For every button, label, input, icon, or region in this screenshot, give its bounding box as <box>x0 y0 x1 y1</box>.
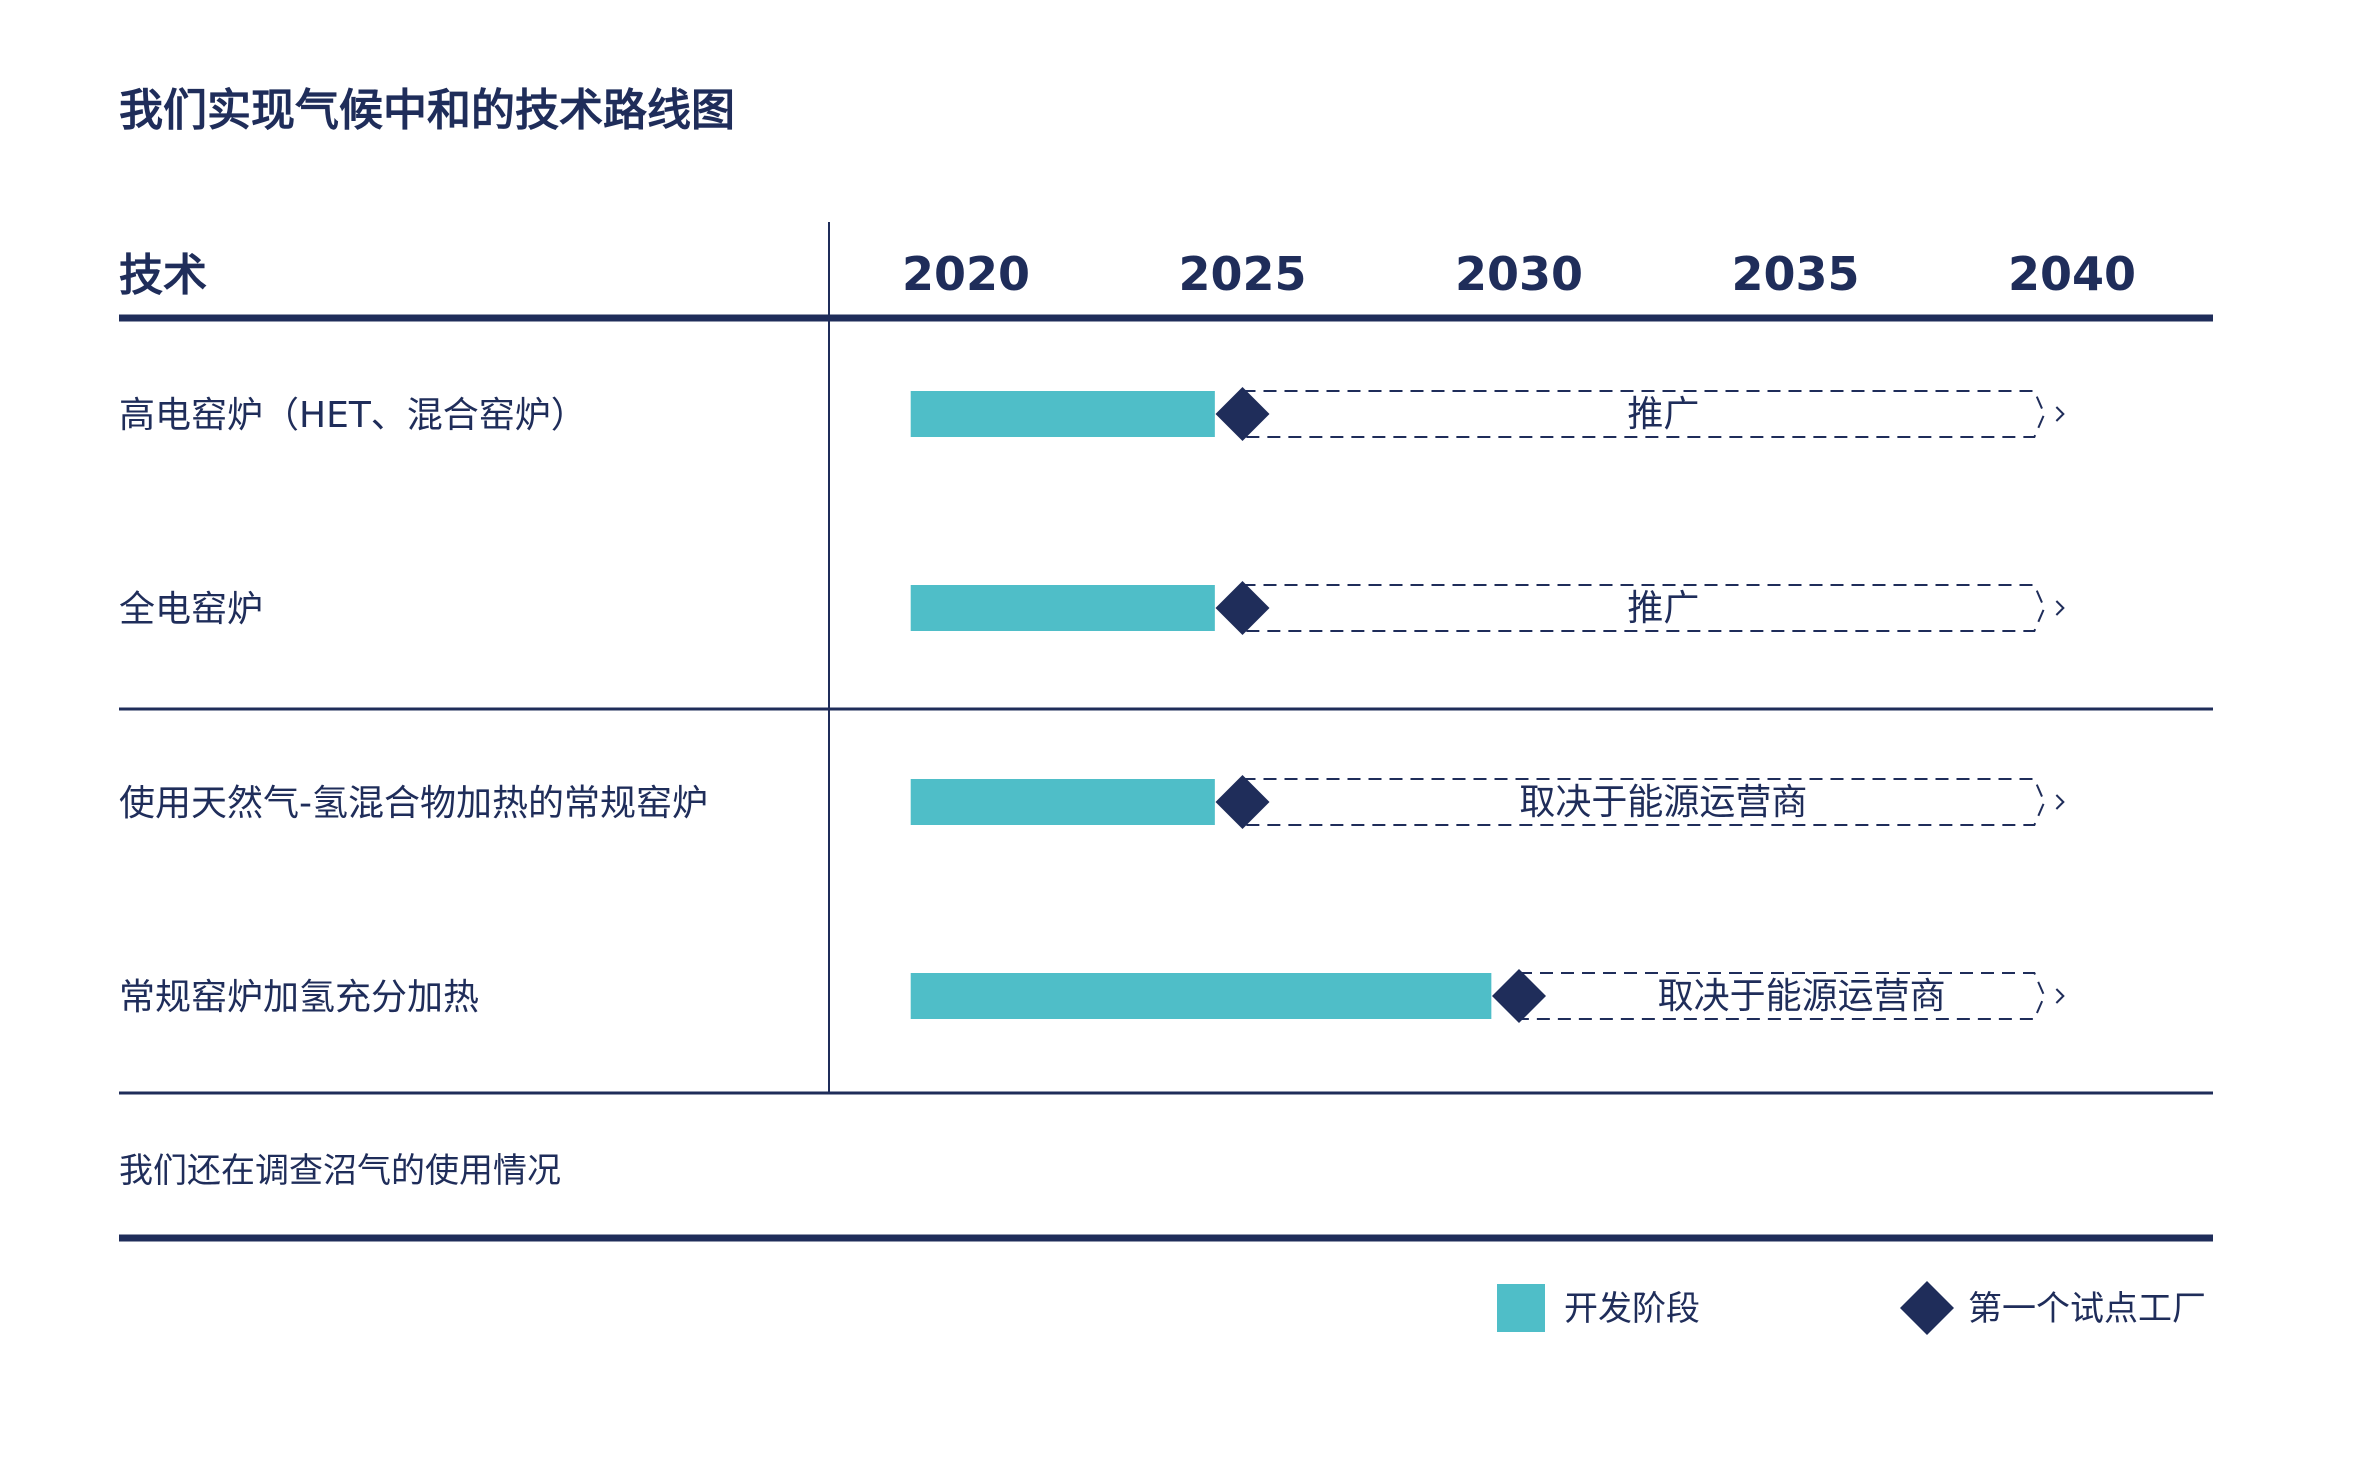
chevron-right-icon <box>2055 406 2065 422</box>
year-label-2025: 2025 <box>1178 247 1306 301</box>
year-label-2020: 2020 <box>902 247 1030 301</box>
chevron-right-icon <box>2055 600 2065 616</box>
rollout-label: 取决于能源运营商 <box>1519 782 1807 823</box>
development-bar <box>910 391 1215 437</box>
technology-column-header: 技术 <box>119 250 207 301</box>
rollout-label: 推广 <box>1627 588 1699 629</box>
footer-note: 我们还在调查沼气的使用情况 <box>119 1151 561 1191</box>
year-label-2035: 2035 <box>1731 247 1859 301</box>
development-bar <box>910 585 1215 631</box>
legend-swatch-development <box>1497 1284 1545 1332</box>
page-title: 我们实现气候中和的技术路线图 <box>119 85 735 136</box>
year-label-2030: 2030 <box>1455 247 1583 301</box>
development-bar <box>910 779 1215 825</box>
rollout-arrow <box>1242 778 2046 826</box>
year-label-2040: 2040 <box>2008 247 2136 301</box>
rollout-label: 取决于能源运营商 <box>1658 976 1946 1017</box>
pilot-plant-marker <box>1492 969 1546 1023</box>
chevron-right-icon <box>2055 794 2065 810</box>
rollout-arrow <box>1242 390 2046 438</box>
legend-label-development: 开发阶段 <box>1564 1289 1700 1329</box>
development-bar <box>910 973 1492 1019</box>
row-label: 使用天然气-氢混合物加热的常规窑炉 <box>119 783 708 824</box>
legend-diamond-icon <box>1900 1281 1954 1335</box>
rollout-label: 推广 <box>1627 394 1699 435</box>
row-label: 全电窑炉 <box>119 589 263 630</box>
pilot-plant-marker <box>1215 387 1270 441</box>
rollout-arrow <box>1519 972 2046 1020</box>
row-label: 高电窑炉（HET、混合窑炉） <box>119 395 587 436</box>
legend-label-pilot: 第一个试点工厂 <box>1968 1289 2206 1329</box>
pilot-plant-marker <box>1215 775 1270 829</box>
row-label: 常规窑炉加氢充分加热 <box>119 977 479 1018</box>
rollout-arrow <box>1242 584 2046 632</box>
pilot-plant-marker <box>1215 581 1270 635</box>
chevron-right-icon <box>2055 988 2065 1004</box>
